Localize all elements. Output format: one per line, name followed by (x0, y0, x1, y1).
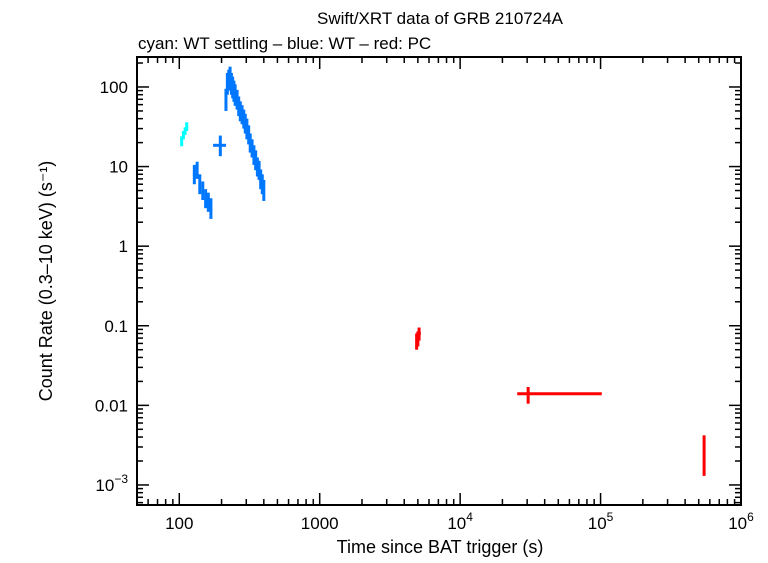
chart-subtitle: cyan: WT settling – blue: WT – red: PC (138, 34, 431, 53)
series-wt-settling (180, 122, 189, 147)
y-tick-label: 10−3 (95, 472, 128, 495)
plot-frame (136, 56, 742, 506)
series-pc (415, 327, 706, 476)
y-axis-label: Count Rate (0.3–10 keV) (s⁻¹) (36, 161, 56, 402)
data-marks (180, 66, 706, 476)
y-tick-label: 100 (100, 78, 128, 97)
x-tick-label: 106 (728, 510, 754, 533)
y-tick-label: 0.1 (104, 317, 128, 336)
x-tick-label: 1000 (301, 514, 339, 533)
series-wt (192, 66, 266, 219)
x-tick-label: 100 (165, 514, 193, 533)
x-tick-label: 104 (447, 510, 473, 533)
y-tick-label: 0.01 (95, 396, 128, 415)
y-tick-label: 10 (109, 158, 128, 177)
x-axis-label: Time since BAT trigger (s) (337, 537, 544, 557)
axes: 100 1000 104 105 106 100 10 1 0.1 0.01 10−3 (95, 57, 754, 533)
chart-title: Swift/XRT data of GRB 210724A (317, 9, 564, 28)
y-tick-label: 1 (119, 237, 128, 256)
x-tick-label: 105 (588, 510, 614, 533)
